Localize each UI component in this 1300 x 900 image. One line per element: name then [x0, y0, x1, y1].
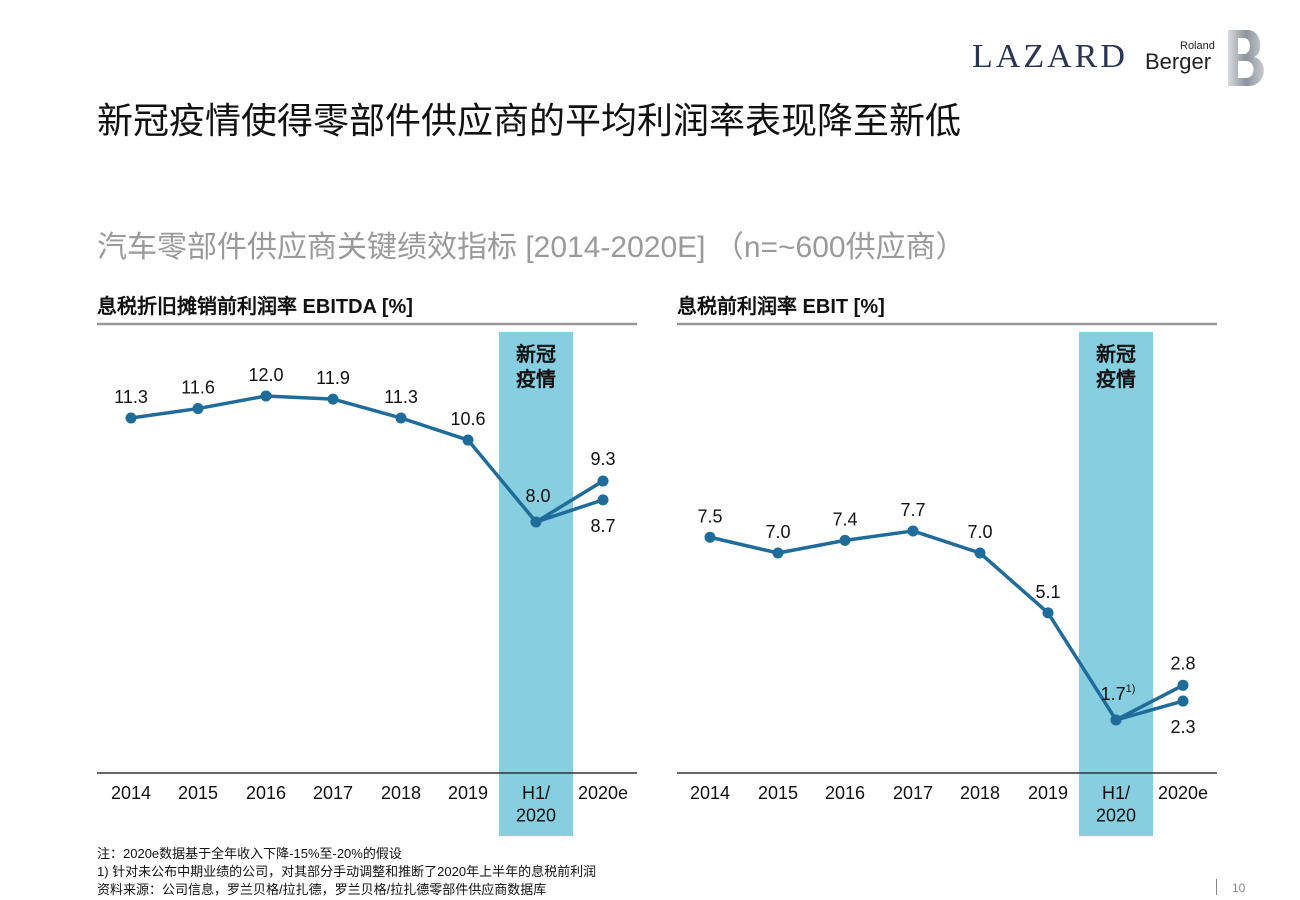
ebit-data-point [974, 547, 986, 559]
ebit-series-line-high [709, 529, 1184, 722]
ebitda-covid-band [499, 332, 573, 836]
ebit-data-label: 7.5 [697, 506, 722, 526]
ebit-data-point [839, 534, 851, 546]
ebitda-data-label: 11.9 [316, 368, 350, 388]
roland-berger-logo-berger: Berger [1145, 49, 1212, 74]
ebit-tick-label: 2018 [960, 783, 1000, 803]
ebit-tick-label: H1/2020 [1096, 783, 1136, 826]
ebit-data-point [907, 525, 919, 537]
ebitda-data-label-2020e-low: 8.7 [590, 516, 615, 536]
page-title: 新冠疫情使得零部件供应商的平均利润率表现降至新低 [97, 100, 962, 141]
ebitda-data-point [125, 412, 137, 424]
ebitda-tick-label: 2016 [246, 783, 286, 803]
ebit-tick-label: 2014 [690, 783, 730, 803]
ebit-covid-band [1079, 332, 1153, 836]
ebitda-data-point [327, 393, 339, 405]
ebitda-data-point [462, 434, 474, 446]
ebit-tick-label: 2019 [1028, 783, 1068, 803]
ebitda-data-label: 10.6 [450, 409, 485, 429]
ebitda-data-point [597, 494, 609, 506]
ebit-data-point [1110, 714, 1122, 726]
page-number-divider [1216, 879, 1217, 895]
ebitda-covid-label: 新冠疫情 [516, 342, 556, 391]
ebitda-data-point [597, 475, 609, 487]
footnote-ebit-adjustment: 1) 针对未公布中期业绩的公司，对其部分手动调整和推断了2020年上半年的息税前… [97, 864, 597, 879]
ebit-tick-label: 2015 [758, 783, 798, 803]
ebitda-data-label: 11.3 [384, 387, 418, 407]
ebitda-data-point [395, 412, 407, 424]
ebitda-data-label: 11.3 [114, 387, 148, 407]
ebitda-tick-label: 2017 [313, 783, 353, 803]
roland-berger-logo-roland: Roland [1180, 40, 1215, 52]
ebitda-data-label: 11.6 [181, 378, 215, 398]
ebit-data-label-h1: 1.71) [1101, 683, 1136, 704]
ebitda-data-label-2020e-high: 9.3 [590, 449, 615, 469]
lazard-logo: LAZARD [972, 38, 1128, 75]
ebitda-tick-label: 2014 [111, 783, 151, 803]
ebitda-data-label-h1: 8.0 [525, 486, 550, 506]
ebit-data-label: 7.7 [900, 500, 925, 520]
footnote-assumption: 注：2020e数据基于全年收入下降-15%至-20%的假设 [97, 846, 402, 861]
page-number: 10 [1232, 881, 1246, 895]
ebit-data-label: 5.1 [1035, 582, 1060, 602]
ebit-data-label: 7.0 [967, 522, 992, 542]
ebit-data-label: 7.4 [832, 509, 857, 529]
footnote-source: 资料来源：公司信息，罗兰贝格/拉扎德，罗兰贝格/拉扎德零部件供应商数据库 [97, 882, 547, 897]
ebit-data-point [1042, 607, 1054, 619]
ebitda-series-line-low [535, 498, 604, 524]
ebitda-tick-label: 2019 [448, 783, 488, 803]
ebit-tick-label: 2017 [893, 783, 933, 803]
page-subtitle: 汽车零部件供应商关键绩效指标 [2014-2020E] （n=~600供应商） [97, 231, 966, 264]
ebitda-data-point [192, 403, 204, 415]
ebitda-data-point [530, 516, 542, 528]
ebitda-tick-label: 2015 [178, 783, 218, 803]
ebitda-tick-label: H1/2020 [516, 783, 556, 826]
ebit-data-label: 7.0 [765, 522, 790, 542]
ebit-data-point [704, 531, 716, 543]
ebitda-tick-label: 2018 [381, 783, 421, 803]
ebit-data-point [772, 547, 784, 559]
ebit-tick-label: 2016 [825, 783, 865, 803]
ebit-data-label-2020e-high: 2.8 [1170, 653, 1195, 673]
ebit-data-point [1177, 679, 1189, 691]
ebit-data-point [1177, 695, 1189, 707]
ebit-data-label-2020e-low: 2.3 [1170, 717, 1195, 737]
ebitda-tick-label: 2020e [578, 783, 628, 803]
ebit-series-line-low [1115, 699, 1184, 722]
ebit-covid-label: 新冠疫情 [1096, 342, 1136, 391]
ebitda-chart-title: 息税折旧摊销前利润率 EBITDA [%] [97, 296, 413, 318]
ebitda-series-line-high [130, 394, 604, 524]
ebit-chart-title: 息税前利润率 EBIT [%] [677, 296, 885, 318]
ebit-tick-label: 2020e [1158, 783, 1208, 803]
roland-berger-b-mark-icon [1228, 30, 1264, 86]
ebitda-data-label: 12.0 [248, 365, 283, 385]
ebitda-data-point [260, 390, 272, 402]
